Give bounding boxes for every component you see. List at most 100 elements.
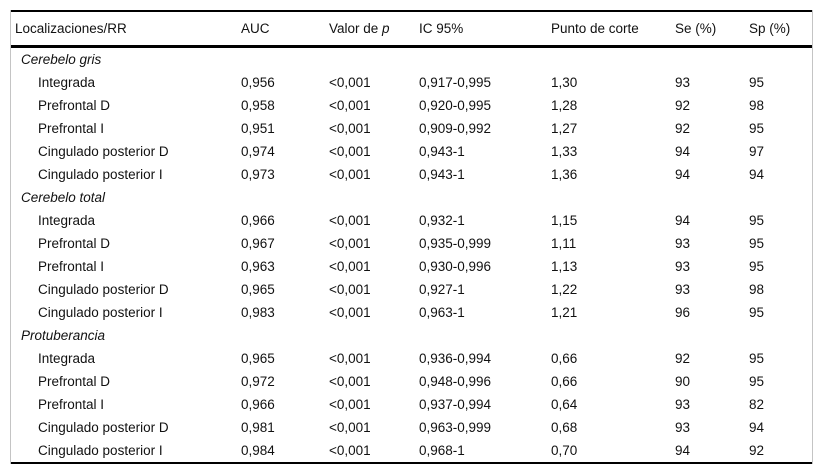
table-row: Integrada 0,966 <0,001 0,932-1 1,15 94 95 (11, 209, 812, 232)
p-value: <0,001 (329, 259, 371, 274)
se-value: 94 (675, 213, 691, 228)
table-row: Cingulado posterior D 0,981 <0,001 0,963-0,… (11, 416, 812, 439)
auc-value: 0,966 (241, 397, 275, 412)
col-header-sp: Sp (%) (749, 11, 812, 48)
ic95-value: 0,936-0,994 (419, 351, 492, 366)
row-label: Prefrontal D (38, 374, 111, 389)
row-label: Cingulado posterior I (38, 167, 163, 182)
cutoff-value: 1,21 (551, 305, 578, 320)
col-header-valor-de-text: Valor de (329, 21, 383, 36)
ic95-value: 0,909-0,992 (419, 121, 492, 136)
sp-value: 95 (749, 259, 765, 274)
ic95-value: 0,963-1 (419, 305, 465, 320)
ic95-value: 0,963-0,999 (419, 420, 492, 435)
cutoff-value: 1,28 (551, 98, 578, 113)
col-header-ic95: IC 95% (419, 11, 551, 48)
ic95-value: 0,943-1 (419, 167, 465, 182)
table-row: Prefrontal D 0,958 <0,001 0,920-0,995 1,28 92… (11, 94, 812, 117)
p-value: <0,001 (329, 282, 371, 297)
ic95-value: 0,943-1 (419, 144, 465, 159)
sp-value: 98 (749, 98, 765, 113)
col-header-se: Se (%) (675, 11, 749, 48)
cutoff-value: 1,13 (551, 259, 578, 274)
col-header-localizaciones: Localizaciones/RR (11, 11, 241, 48)
row-label: Prefrontal I (38, 121, 105, 136)
auc-value: 0,956 (241, 75, 275, 90)
p-value: <0,001 (329, 397, 371, 412)
sp-value: 82 (749, 397, 765, 412)
se-value: 93 (675, 259, 691, 274)
table-row: Cingulado posterior D 0,965 <0,001 0,927-1 1… (11, 278, 812, 301)
row-label: Cingulado posterior D (38, 282, 169, 297)
table-row: Integrada 0,965 <0,001 0,936-0,994 0,66 92 95 (11, 347, 812, 370)
se-value: 96 (675, 305, 691, 320)
row-label: Prefrontal D (38, 236, 111, 251)
row-label: Integrada (38, 75, 96, 90)
row-label: Cingulado posterior D (38, 420, 169, 435)
cutoff-value: 0,70 (551, 443, 578, 458)
table-row: Prefrontal I 0,963 <0,001 0,930-0,996 1,13 93… (11, 255, 812, 278)
se-value: 92 (675, 351, 691, 366)
se-value: 92 (675, 121, 691, 136)
row-label: Integrada (38, 351, 96, 366)
section-row: Protuberancia (11, 324, 812, 347)
ic95-value: 0,927-1 (419, 282, 465, 297)
col-header-valor-de-p: Valor de p (329, 11, 419, 48)
ic95-value: 0,937-0,994 (419, 397, 492, 412)
p-value: <0,001 (329, 213, 371, 228)
sp-value: 94 (749, 167, 765, 182)
sp-value: 94 (749, 420, 765, 435)
p-value: <0,001 (329, 420, 371, 435)
auc-value: 0,965 (241, 282, 275, 297)
cutoff-value: 1,33 (551, 144, 578, 159)
cutoff-value: 0,68 (551, 420, 578, 435)
section-label: Protuberancia (21, 328, 106, 343)
se-value: 94 (675, 167, 691, 182)
table-row: Prefrontal I 0,951 <0,001 0,909-0,992 1,27 92… (11, 117, 812, 140)
cutoff-value: 1,27 (551, 121, 578, 136)
row-label: Cingulado posterior I (38, 305, 163, 320)
ic95-value: 0,930-0,996 (419, 259, 492, 274)
row-label: Cingulado posterior D (38, 144, 169, 159)
auc-value: 0,965 (241, 351, 275, 366)
ic95-value: 0,948-0,996 (419, 374, 492, 389)
p-value: <0,001 (329, 351, 371, 366)
row-label: Cingulado posterior I (38, 443, 163, 458)
auc-value: 0,974 (241, 144, 275, 159)
sp-value: 98 (749, 282, 765, 297)
auc-value: 0,966 (241, 213, 275, 228)
auc-value: 0,983 (241, 305, 275, 320)
ic95-value: 0,968-1 (419, 443, 465, 458)
p-value: <0,001 (329, 236, 371, 251)
p-value: <0,001 (329, 144, 371, 159)
p-value: <0,001 (329, 98, 371, 113)
cutoff-value: 1,11 (551, 236, 577, 251)
cutoff-value: 0,66 (551, 374, 578, 389)
cutoff-value: 1,22 (551, 282, 578, 297)
p-value: <0,001 (329, 374, 371, 389)
p-value: <0,001 (329, 305, 371, 320)
auc-value: 0,973 (241, 167, 275, 182)
table-row: Cingulado posterior I 0,984 <0,001 0,968-1 0… (11, 439, 812, 463)
table-row: Cingulado posterior D 0,974 <0,001 0,943-1 1… (11, 140, 812, 163)
auc-value: 0,972 (241, 374, 275, 389)
section-label: Cerebelo gris (21, 52, 102, 67)
table-row: Cingulado posterior I 0,983 <0,001 0,963-1 1… (11, 301, 812, 324)
auc-value: 0,958 (241, 98, 275, 113)
auc-value: 0,967 (241, 236, 275, 251)
se-value: 93 (675, 75, 691, 90)
row-label: Integrada (38, 213, 96, 228)
se-value: 94 (675, 144, 691, 159)
sp-value: 97 (749, 144, 765, 159)
se-value: 92 (675, 98, 691, 113)
table-row: Prefrontal I 0,966 <0,001 0,937-0,994 0,64 93… (11, 393, 812, 416)
table-body: Cerebelo gris Integrada 0,956 <0,001 0,917-0… (11, 47, 812, 464)
sp-value: 95 (749, 121, 765, 136)
section-label: Cerebelo total (21, 190, 106, 205)
p-value: <0,001 (329, 75, 371, 90)
sp-value: 92 (749, 443, 765, 458)
se-value: 93 (675, 236, 691, 251)
results-table-container: Localizaciones/RR AUC Valor de p IC 95% … (10, 10, 813, 464)
se-value: 90 (675, 374, 691, 389)
ic95-value: 0,917-0,995 (419, 75, 492, 90)
